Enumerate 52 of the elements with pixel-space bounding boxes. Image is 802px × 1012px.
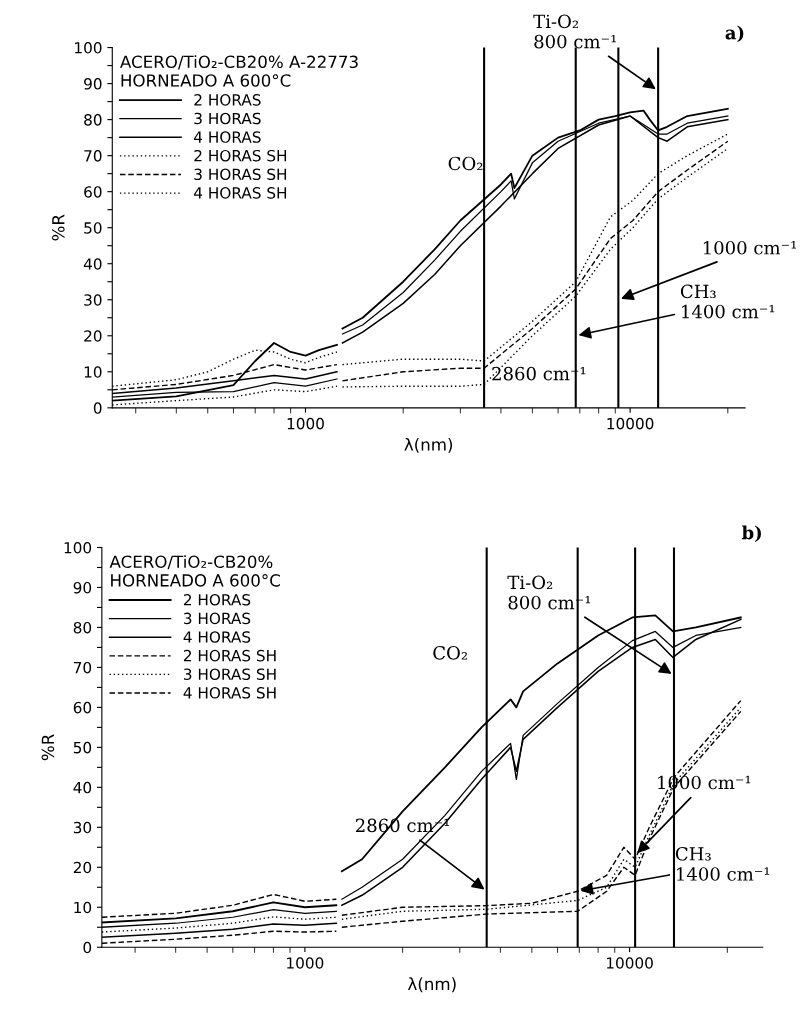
y-tick-label: 60	[73, 701, 92, 714]
x-tick-label: 10000	[607, 417, 654, 430]
legend-label: 4 HORAS SH	[194, 187, 287, 199]
y-tick-label: 20	[84, 330, 102, 342]
x-axis-title: λ(nm)	[407, 977, 456, 993]
legend-label: 4 HORAS	[194, 131, 261, 143]
y-tick-label: 80	[73, 621, 92, 634]
y-tick-label: 20	[73, 861, 92, 874]
chart-title: a)	[725, 25, 744, 43]
legend-label: 2 HORAS	[183, 594, 251, 606]
y-tick-label: 30	[84, 294, 102, 306]
y-tick-label: 90	[84, 78, 102, 90]
y-tick-label: 40	[73, 781, 92, 794]
legend-label: 4 HORAS SH	[183, 687, 276, 699]
annotation: CO₂	[433, 646, 467, 660]
annotation: CH₃ 1400 cm⁻¹	[680, 284, 775, 319]
y-tick-label: 100	[64, 541, 92, 554]
annotation: Ti-O₂ 800 cm⁻¹	[533, 14, 616, 49]
y-tick-label: 30	[73, 821, 92, 834]
chart-title: b)	[741, 525, 761, 542]
y-tick-label: 90	[73, 581, 92, 594]
legend-label: 3 HORAS	[194, 112, 261, 125]
legend-title: ACERO/TiO₂-CB20% HORNEADO A 600°C	[109, 555, 280, 587]
y-tick-label: 50	[84, 222, 102, 234]
legend-label: 2 HORAS SH	[183, 649, 276, 662]
legend-title: ACERO/TiO₂-CB20% A-22773 HORNEADO A 600°C	[120, 55, 358, 87]
y-tick-label: 60	[84, 186, 102, 198]
annotation: 1000 cm⁻¹	[703, 240, 796, 255]
legend-label: 2 HORAS	[194, 94, 261, 106]
y-axis-title: %R	[52, 214, 65, 241]
y-tick-label: 100	[75, 42, 102, 54]
x-tick-label: 1000	[287, 417, 324, 430]
y-tick-label: 10	[84, 366, 102, 378]
y-tick-label: 0	[93, 402, 102, 414]
y-tick-label: 70	[84, 150, 102, 162]
legend-label: 3 HORAS SH	[194, 168, 287, 181]
legend-label: 3 HORAS	[183, 612, 251, 625]
x-tick-label: 10000	[606, 957, 653, 969]
y-tick-label: 70	[73, 661, 92, 674]
legend-label: 3 HORAS SH	[183, 668, 276, 680]
annotation: CH₃ 1400 cm⁻¹	[675, 846, 770, 881]
y-axis-title: %R	[41, 734, 55, 761]
y-tick-label: 80	[84, 114, 102, 126]
annotation: CO₂	[448, 156, 483, 171]
legend-label: 4 HORAS	[183, 631, 251, 643]
x-tick-label: 1000	[287, 957, 324, 969]
legend-label: 2 HORAS SH	[194, 149, 287, 162]
y-tick-label: 40	[83, 258, 102, 270]
y-tick-label: 50	[73, 741, 92, 754]
y-tick-label: 10	[74, 901, 92, 914]
y-tick-label: 0	[83, 941, 92, 954]
x-axis-title: λ(nm)	[404, 437, 453, 453]
